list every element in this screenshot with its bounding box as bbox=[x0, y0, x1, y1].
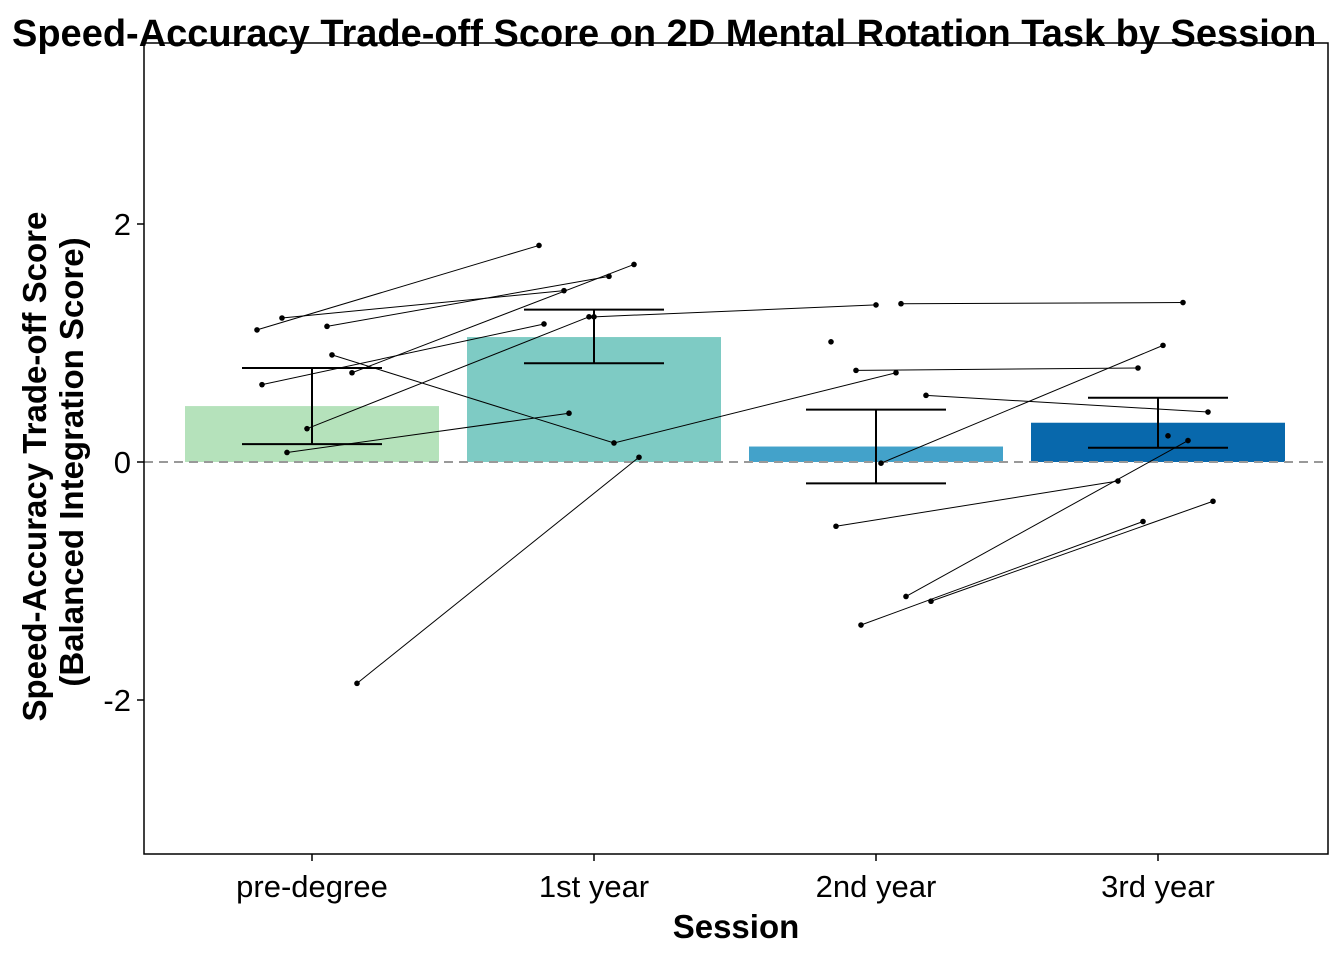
participant-point bbox=[259, 381, 265, 388]
participant-line bbox=[326, 275, 610, 327]
participant-line bbox=[880, 344, 1164, 464]
participant-point bbox=[858, 622, 864, 628]
participant-point bbox=[878, 460, 884, 466]
participant-line bbox=[835, 480, 1119, 527]
participant-point bbox=[873, 302, 879, 308]
participant-line bbox=[286, 412, 570, 453]
participant-point bbox=[923, 392, 929, 399]
x-axis-title: Session bbox=[673, 908, 800, 945]
participant-point bbox=[279, 315, 285, 321]
participant-point bbox=[536, 242, 542, 249]
participant-point bbox=[586, 314, 592, 320]
participant-point bbox=[284, 449, 290, 456]
y-tick-label: -2 bbox=[103, 683, 131, 718]
participant-point bbox=[903, 593, 909, 600]
participant-point bbox=[566, 410, 572, 417]
participant-point bbox=[324, 323, 330, 330]
participant-point bbox=[928, 598, 934, 605]
participant-line bbox=[261, 323, 545, 386]
participant-point bbox=[1185, 437, 1191, 444]
participant-point bbox=[254, 327, 260, 333]
x-tick-label: 3rd year bbox=[1101, 869, 1215, 904]
participant-point bbox=[898, 300, 904, 307]
participant-line bbox=[860, 521, 1144, 626]
y-axis-title: Speed-Accuracy Trade-off Score (Balanced… bbox=[16, 202, 90, 721]
participant-point bbox=[329, 352, 335, 358]
y-axis-title-line-1: Speed-Accuracy Trade-off Score bbox=[16, 212, 53, 722]
participant-point bbox=[1160, 342, 1166, 349]
participant-point bbox=[833, 523, 839, 530]
plot-panel-border bbox=[143, 42, 1329, 855]
participant-point bbox=[1205, 409, 1211, 415]
participant-point bbox=[1135, 365, 1141, 371]
x-tick-label: 1st year bbox=[539, 869, 649, 904]
chart-title: Speed-Accuracy Trade-off Score on 2D Men… bbox=[12, 13, 1316, 55]
x-tick-label: pre-degree bbox=[236, 869, 388, 904]
y-tick-label: 0 bbox=[114, 445, 131, 480]
participant-point bbox=[631, 261, 637, 268]
participant-point bbox=[541, 321, 547, 327]
participant-point bbox=[893, 369, 899, 376]
participant-line bbox=[925, 394, 1209, 413]
participant-line bbox=[930, 500, 1214, 602]
participant-point bbox=[1165, 433, 1171, 439]
participant-point bbox=[1140, 518, 1146, 525]
participant-line bbox=[306, 316, 590, 430]
participant-point bbox=[611, 440, 617, 446]
participant-point bbox=[828, 339, 834, 345]
participant-point bbox=[349, 369, 355, 376]
participant-line bbox=[593, 304, 877, 318]
participant-line bbox=[905, 440, 1189, 597]
participant-point bbox=[1180, 299, 1186, 306]
participant-point bbox=[1210, 498, 1216, 505]
participant-line bbox=[855, 367, 1139, 371]
participant-line bbox=[281, 290, 565, 319]
participant-point bbox=[853, 367, 859, 374]
participant-line bbox=[356, 456, 640, 684]
x-tick-label: 2nd year bbox=[816, 869, 937, 904]
y-tick-label: 2 bbox=[114, 207, 131, 242]
participant-point bbox=[354, 680, 360, 687]
participant-point bbox=[636, 454, 642, 461]
participant-line bbox=[900, 302, 1184, 305]
participant-point bbox=[304, 425, 310, 432]
y-axis-title-line-2: (Balanced Integration Score) bbox=[53, 237, 90, 686]
